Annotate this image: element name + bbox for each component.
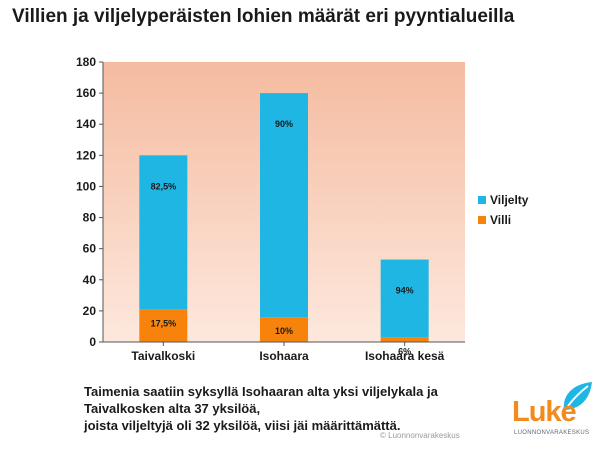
- data-label-villi-2: 10%: [275, 326, 293, 336]
- x-axis: Taivalkoski Isohaara Isohaara kesä: [103, 341, 465, 363]
- logo-subtitle: LUONNONVARAKESKUS: [514, 430, 590, 436]
- y-tick-label: 160: [76, 86, 96, 100]
- bar-villi-2: [260, 317, 308, 342]
- data-label-viljelty-3: 94%: [396, 286, 414, 296]
- data-label-villi-3: 6%: [398, 346, 411, 356]
- luke-logo: Luke LUONNONVARAKESKUS: [512, 380, 598, 440]
- y-tick-label: 0: [89, 335, 96, 349]
- legend-swatch-viljelty: [478, 196, 486, 204]
- leaf-icon: [563, 382, 592, 410]
- x-tick-label: Isohaara kesä: [365, 349, 445, 363]
- bar-viljelty-1: [139, 155, 188, 310]
- data-label-villi-1: 17,5%: [151, 318, 177, 328]
- legend-label-viljelty: Viljelty: [490, 193, 529, 207]
- stacked-bar-chart: 0 20 40 60 80 100 120 140 160 180 17,5% 82,5% 10% 90…: [76, 55, 529, 363]
- caption-line-1: Taimenia saatiin syksyllä Isohaaran alta…: [84, 384, 438, 399]
- y-tick-label: 120: [76, 148, 96, 162]
- caption: Taimenia saatiin syksyllä Isohaaran alta…: [84, 383, 438, 434]
- y-tick-label: 40: [83, 273, 97, 287]
- caption-line-2: Taivalkosken alta 37 yksilöä,: [84, 401, 261, 416]
- caption-line-3: joista viljeltyjä oli 32 yksilöä, viisi …: [84, 418, 401, 433]
- y-axis: 0 20 40 60 80 100 120 140 160 180: [76, 55, 104, 349]
- legend-label-villi: Villi: [490, 213, 511, 227]
- data-label-viljelty-1: 82,5%: [151, 181, 177, 191]
- bar-viljelty-2: [260, 93, 308, 318]
- x-tick-label: Isohaara: [259, 349, 309, 363]
- y-tick-label: 20: [83, 304, 97, 318]
- legend: Viljelty Villi: [478, 193, 529, 227]
- y-tick-label: 140: [76, 117, 96, 131]
- copyright-text: © Luonnonvarakeskus: [380, 431, 460, 440]
- data-label-viljelty-2: 90%: [275, 119, 293, 129]
- y-tick-label: 80: [83, 211, 97, 225]
- x-tick-label: Taivalkoski: [131, 349, 195, 363]
- y-tick-label: 100: [76, 179, 96, 193]
- legend-swatch-villi: [478, 216, 486, 224]
- logo-wordmark: Luke: [512, 396, 577, 428]
- y-tick-label: 60: [83, 242, 97, 256]
- bar-villi-3: [380, 337, 429, 342]
- bar-villi-1: [139, 309, 188, 342]
- bars-group: 17,5% 82,5% 10% 90% 6% 94%: [139, 93, 429, 356]
- bar-viljelty-3: [380, 259, 429, 338]
- chart-title: Villien ja viljelyperäisten lohien määrä…: [12, 6, 515, 27]
- y-tick-label: 180: [76, 55, 96, 69]
